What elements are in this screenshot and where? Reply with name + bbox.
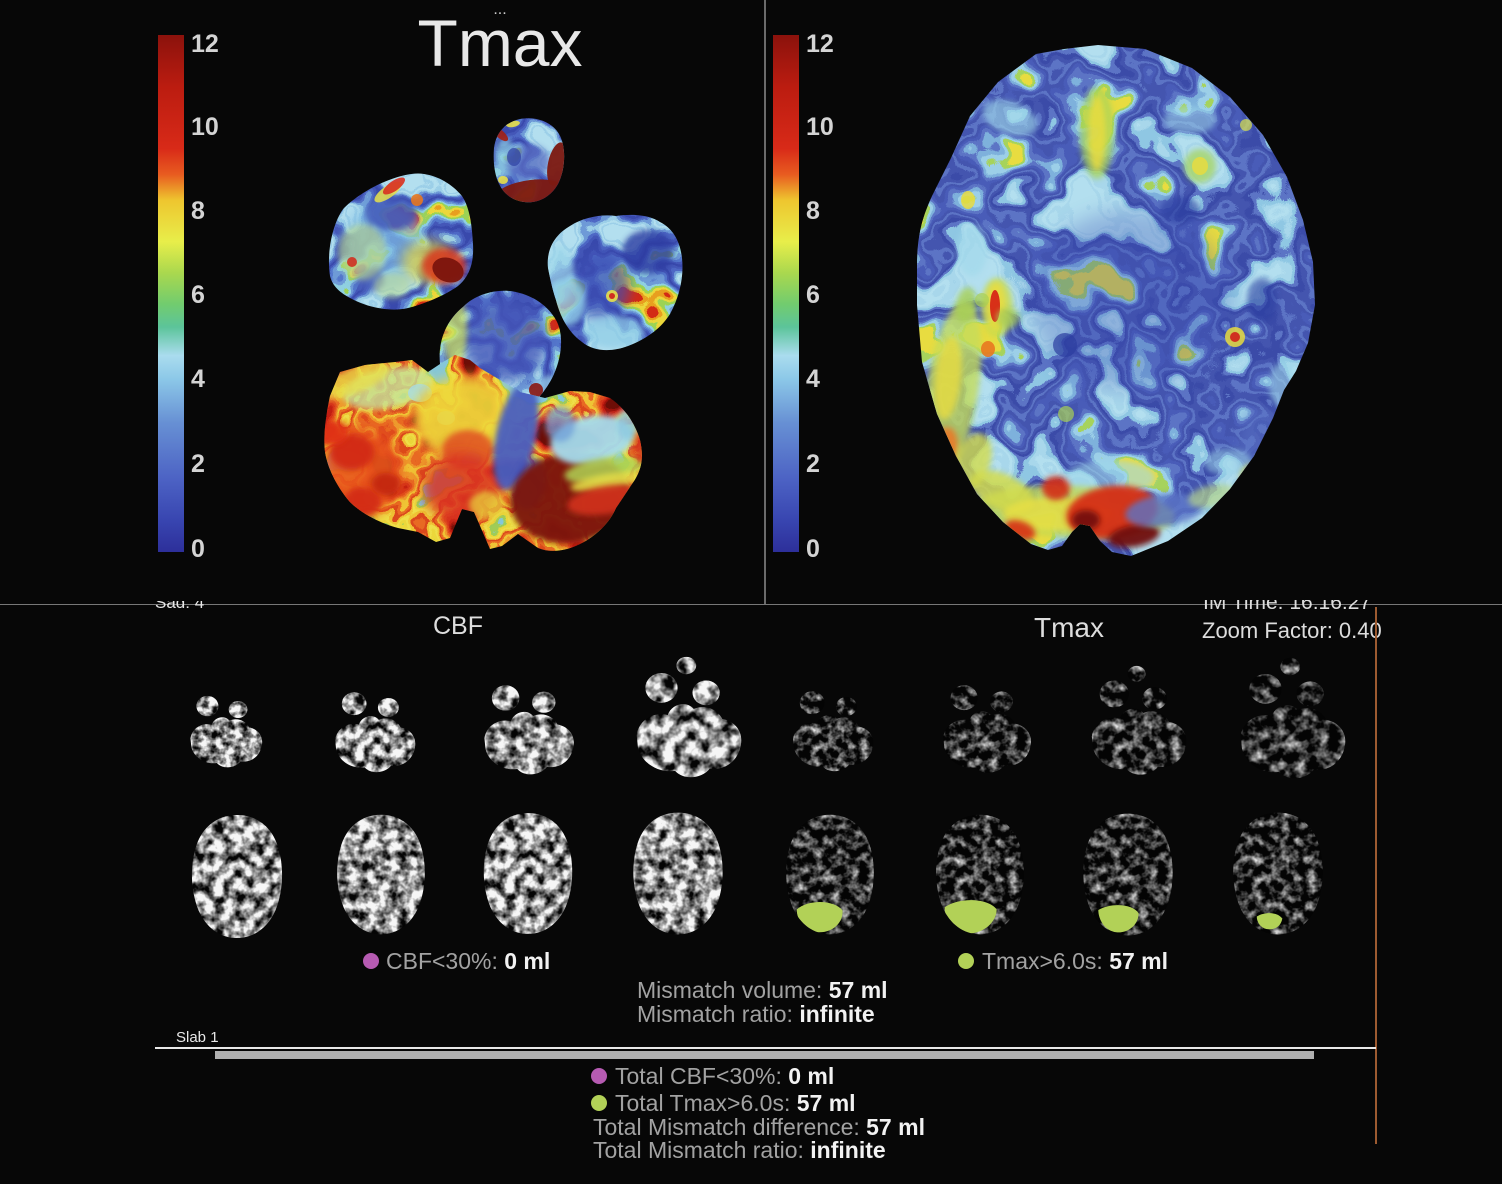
svg-text:CBF<30%: 0 ml: CBF<30%: 0 ml xyxy=(386,948,550,974)
svg-text:6: 6 xyxy=(191,281,205,309)
svg-text:Total Tmax>6.0s: 57 ml: Total Tmax>6.0s: 57 ml xyxy=(615,1090,856,1116)
svg-text:Sag: 4: Sag: 4 xyxy=(155,593,204,612)
svg-text:Zoom Factor: 0.40: Zoom Factor: 0.40 xyxy=(1202,618,1382,643)
svg-text:Total Mismatch difference: 57: Total Mismatch difference: 57 ml xyxy=(593,1114,925,1140)
svg-text:IM Time: 16:16:27: IM Time: 16:16:27 xyxy=(1203,591,1371,614)
svg-text:10: 10 xyxy=(806,113,834,141)
svg-text:Tmax: Tmax xyxy=(418,6,583,80)
svg-text:Mismatch ratio: infinite: Mismatch ratio: infinite xyxy=(637,1001,875,1027)
svg-text:6: 6 xyxy=(806,281,820,309)
svg-text:12: 12 xyxy=(806,30,834,58)
svg-text:4: 4 xyxy=(191,365,205,393)
svg-text:12: 12 xyxy=(191,30,219,58)
svg-text:8: 8 xyxy=(191,197,205,225)
svg-text:Total CBF<30%: 0 ml: Total CBF<30%: 0 ml xyxy=(615,1063,834,1089)
svg-text:...: ... xyxy=(493,1,506,18)
svg-text:Tmax: Tmax xyxy=(1034,612,1104,643)
svg-text:2: 2 xyxy=(806,450,820,478)
svg-text:Tmax>6.0s: 57 ml: Tmax>6.0s: 57 ml xyxy=(982,948,1168,974)
svg-text:0: 0 xyxy=(191,535,205,563)
svg-text:2: 2 xyxy=(191,450,205,478)
svg-text:4: 4 xyxy=(806,365,820,393)
svg-text:Mismatch volume: 57 ml: Mismatch volume: 57 ml xyxy=(637,977,888,1003)
svg-text:CBF: CBF xyxy=(433,612,483,640)
svg-text:Total Mismatch ratio: infinite: Total Mismatch ratio: infinite xyxy=(593,1137,886,1163)
svg-text:8: 8 xyxy=(806,197,820,225)
svg-text:0: 0 xyxy=(806,535,820,563)
svg-text:10: 10 xyxy=(191,113,219,141)
svg-text:Slab 1: Slab 1 xyxy=(176,1029,219,1046)
